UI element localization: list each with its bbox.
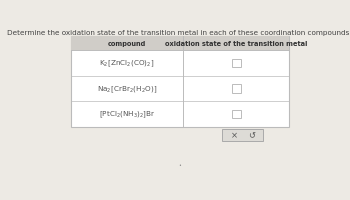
Bar bbox=[232, 110, 241, 119]
Bar bbox=[232, 85, 241, 93]
Text: Determine the oxidation state of the transition metal in each of these coordinat: Determine the oxidation state of the tra… bbox=[7, 29, 350, 35]
Text: ↺: ↺ bbox=[248, 131, 255, 140]
Bar bbox=[71, 37, 289, 127]
Bar bbox=[223, 130, 263, 141]
Text: ×: × bbox=[231, 131, 238, 140]
Text: •: • bbox=[178, 162, 181, 167]
Text: Na$_2$[CrBr$_2$(H$_2$O)]: Na$_2$[CrBr$_2$(H$_2$O)] bbox=[97, 84, 157, 94]
Text: compound: compound bbox=[108, 41, 146, 47]
Text: [PtCl$_2$(NH$_3$)$_2$]Br: [PtCl$_2$(NH$_3$)$_2$]Br bbox=[99, 109, 155, 120]
Bar bbox=[232, 59, 241, 68]
Text: K$_2$[ZnCl$_2$(CO)$_2$]: K$_2$[ZnCl$_2$(CO)$_2$] bbox=[99, 58, 155, 69]
Bar bbox=[71, 37, 289, 51]
Text: oxidation state of the transition metal: oxidation state of the transition metal bbox=[165, 41, 308, 47]
